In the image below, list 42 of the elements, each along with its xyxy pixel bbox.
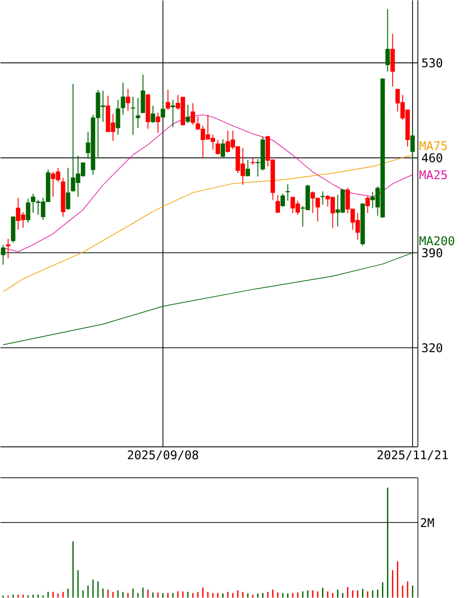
- candlestick: [166, 89, 170, 110]
- candlestick: [136, 97, 140, 128]
- y-tick-label: 320: [422, 343, 442, 352]
- candlestick: [156, 112, 160, 134]
- candlestick: [366, 196, 370, 214]
- candlestick: [190, 102, 196, 126]
- candlestick: [170, 99, 176, 128]
- candlestick: [11, 216, 16, 244]
- candlestick: [6, 238, 10, 259]
- candlestick: [120, 82, 126, 116]
- candlestick: [410, 128, 415, 160]
- candlestick: [1, 244, 6, 266]
- series-label: MA200: [420, 236, 454, 246]
- y-tick-label: 530: [422, 58, 442, 68]
- line-series: [2, 252, 414, 346]
- line-series: [2, 154, 414, 292]
- y-tick-label: 390: [422, 248, 442, 258]
- candlestick: [390, 33, 395, 88]
- candlestick: [26, 198, 30, 224]
- candlestick: [320, 190, 326, 206]
- candlestick: [250, 158, 256, 166]
- candlestick: [220, 138, 226, 158]
- candlestick: [160, 94, 166, 118]
- ref-line-label: 2M: [421, 518, 434, 527]
- y-tick-label: 460: [422, 153, 442, 162]
- candlestick: [66, 167, 70, 210]
- candlestick: [246, 159, 250, 177]
- candlestick: [216, 139, 220, 156]
- candlestick: [276, 194, 280, 214]
- x-tick-label: 2025/11/21: [378, 450, 448, 460]
- candlestick: [126, 88, 130, 112]
- candlestick: [140, 74, 146, 114]
- candlestick: [386, 8, 390, 72]
- candlestick: [186, 104, 190, 124]
- x-tick-label: 2025/09/08: [128, 450, 198, 460]
- candlestick: [280, 193, 286, 208]
- candlestick: [130, 96, 136, 136]
- series-label: MA75: [420, 141, 447, 150]
- candlestick: [150, 105, 156, 124]
- candlestick: [286, 184, 290, 202]
- series-label: MA25: [420, 170, 447, 180]
- candlestick: [116, 99, 120, 136]
